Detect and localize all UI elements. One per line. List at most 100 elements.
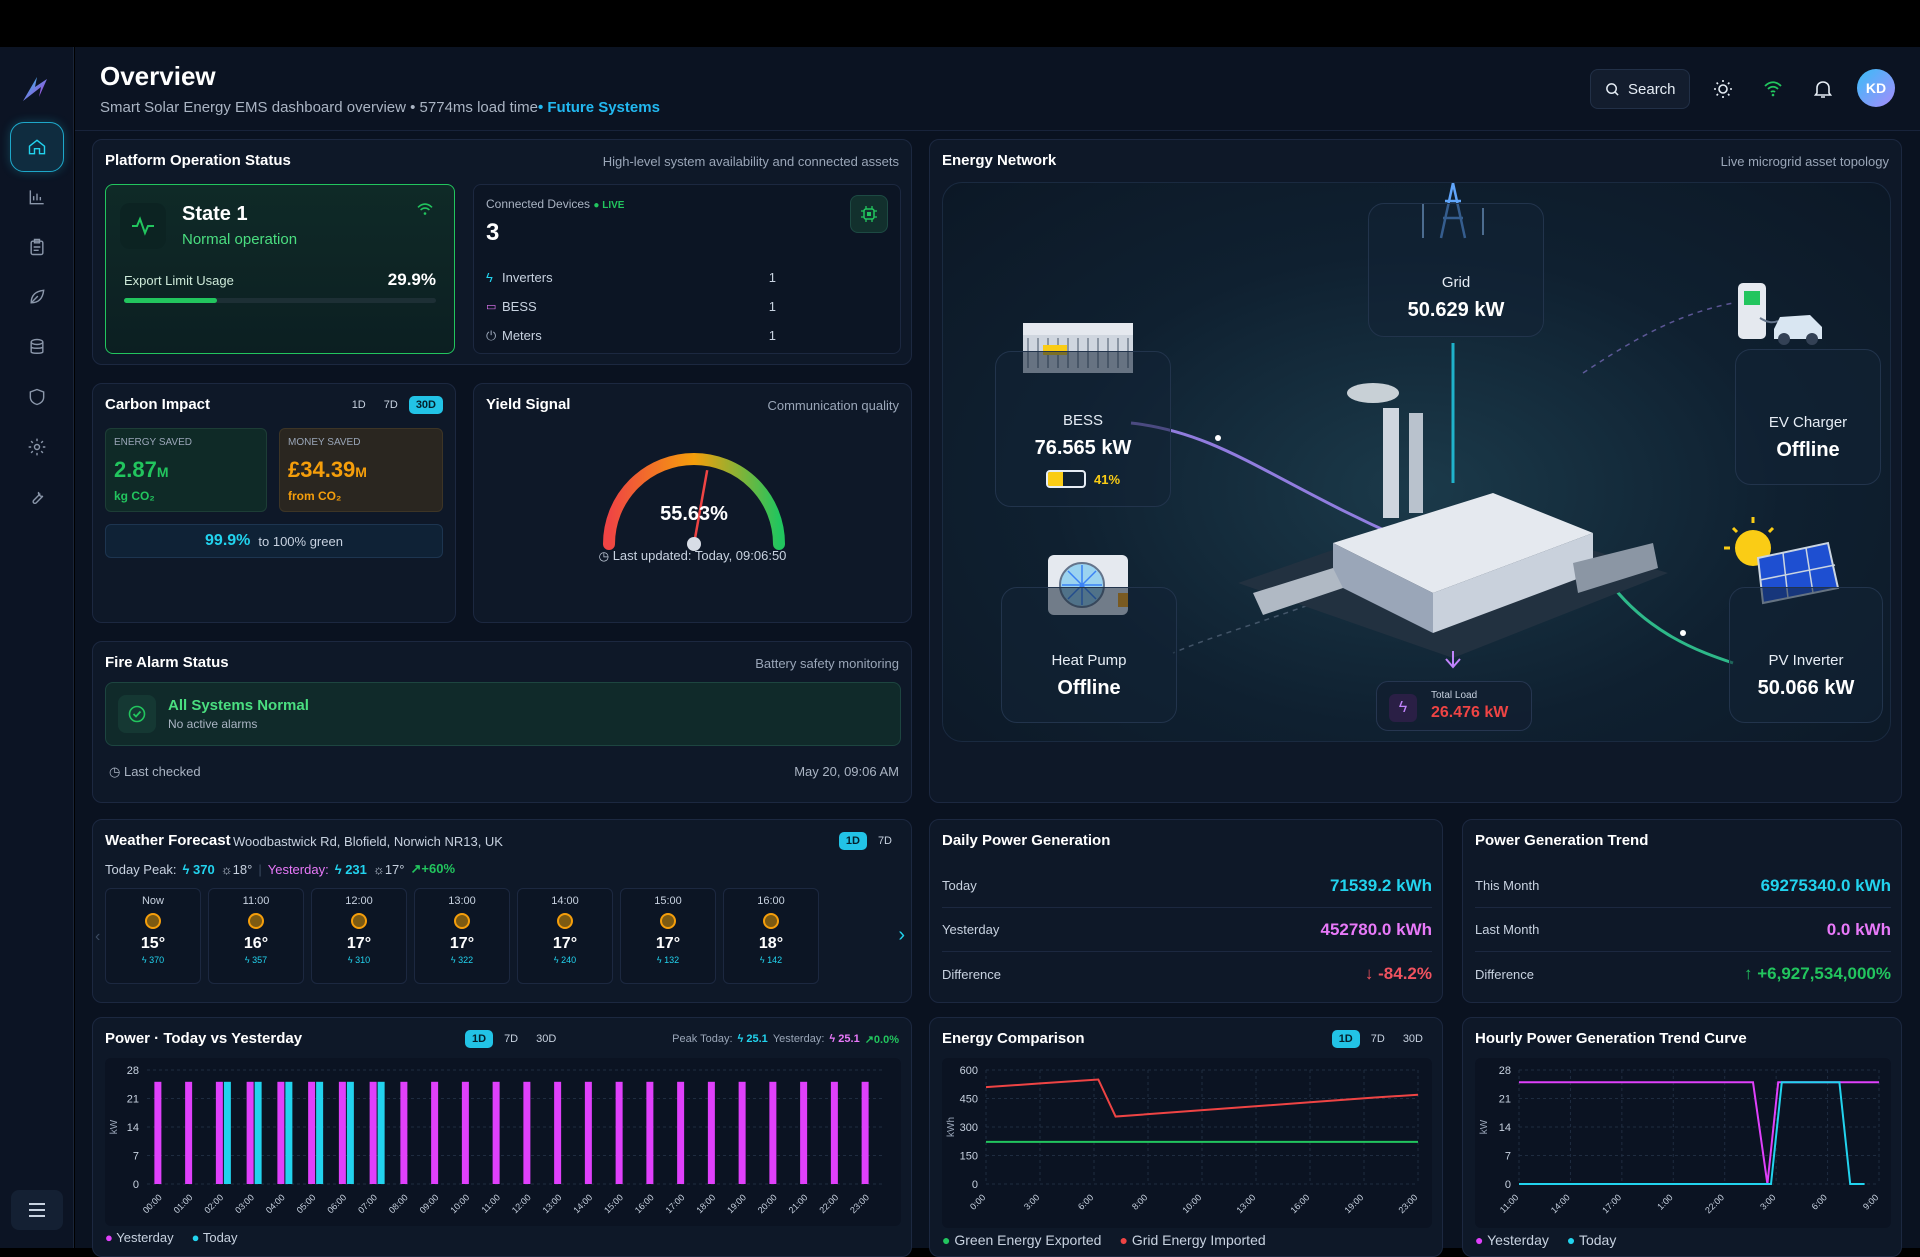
nav-security[interactable] [10, 372, 64, 422]
legend-today[interactable]: ● Today [1566, 1232, 1617, 1248]
forecast-hour[interactable]: 12:00 17° ϟ 310 [311, 888, 407, 984]
ev-name: EV Charger [1768, 414, 1848, 431]
y-tick-label: 150 [960, 1151, 978, 1163]
y-axis-label: kWh [946, 1117, 957, 1137]
energy-comparison-card: Energy Comparison 1D 7D 30D 0 150 300 450 60… [929, 1017, 1443, 1257]
tab-7d[interactable]: 7D [877, 835, 892, 847]
y-tick-label: 300 [960, 1122, 978, 1134]
bar-yesterday [215, 1081, 223, 1184]
energy-value: 2.87 [114, 457, 157, 482]
heat-pump-node[interactable]: Heat Pump Offline [1001, 587, 1177, 723]
bar-today [254, 1081, 262, 1184]
load-value: 26.476 kW [1431, 704, 1509, 721]
app-logo[interactable] [17, 69, 57, 109]
forecast-hour[interactable]: 11:00 16° ϟ 357 [208, 888, 304, 984]
next-arrow[interactable]: › [898, 924, 905, 946]
money-saved-label: MONEY SAVED [288, 437, 361, 448]
notifications-button[interactable] [1805, 71, 1841, 107]
yield-signal-card: Yield Signal Communication quality 55.63… [473, 383, 912, 623]
sun-icon [1714, 80, 1732, 98]
grid-node[interactable]: Grid 50.629 kW [1368, 203, 1544, 337]
connection-status[interactable] [1755, 71, 1791, 107]
forecast-power: ϟ 142 [759, 955, 783, 965]
pv-value: 50.066 kW [1757, 677, 1855, 699]
fire-alarm-card: Fire Alarm Status Battery safety monitor… [92, 641, 912, 803]
forecast-temp: 15° [140, 935, 166, 952]
nav-analytics[interactable] [10, 172, 64, 222]
forecast-temp: 17° [552, 935, 578, 952]
sun-icon [557, 913, 573, 929]
shield-icon [29, 388, 45, 406]
forecast-power-value: 240 [561, 955, 577, 965]
bess-soc-value: 41% [1093, 471, 1121, 487]
subtitle-text: Smart Solar Energy EMS dashboard overvie… [100, 99, 538, 116]
stat-row: Difference ↓ -84.2% [942, 952, 1432, 996]
prev-arrow[interactable]: ‹ [95, 928, 101, 945]
heat-value: Offline [1057, 677, 1121, 699]
peak-yesterday: ϟ 25.1 [829, 1033, 860, 1045]
total-load-node[interactable]: ϟ Total Load 26.476 kW [1376, 681, 1532, 731]
pv-inverter-node[interactable]: PV Inverter 50.066 kW [1729, 587, 1883, 723]
yesterday-temp-value: 17° [384, 861, 405, 877]
bar-yesterday [246, 1081, 254, 1184]
legend-today[interactable]: ● Today [191, 1230, 238, 1245]
avatar[interactable]: KD [1857, 69, 1895, 107]
page-header: Overview Smart Solar Energy EMS dashboar… [75, 47, 1920, 131]
nav-carbon[interactable] [10, 272, 64, 322]
y-tick-label: 21 [1499, 1094, 1511, 1106]
nav-home[interactable] [10, 122, 64, 172]
forecast-time: 12:00 [345, 895, 373, 907]
heat-name: Heat Pump [1051, 652, 1127, 669]
device-count: 1 [768, 328, 776, 343]
legend-grid-imported[interactable]: ● Grid Energy Imported [1119, 1232, 1266, 1248]
tab-30d[interactable]: 30D [408, 396, 443, 414]
forecast-hour[interactable]: Now 15° ϟ 370 [105, 888, 201, 984]
y-tick-label: 21 [127, 1094, 139, 1106]
gauge-value: 55.63% [660, 503, 728, 525]
nav-settings[interactable] [10, 422, 64, 472]
main-content: Overview Smart Solar Energy EMS dashboar… [75, 47, 1920, 1257]
nav-data[interactable] [10, 322, 64, 372]
trend-stats: This Month 69275340.0 kWh Last Month 0.0 … [1475, 864, 1891, 996]
tab-7d[interactable]: 7D [1370, 1033, 1385, 1045]
forecast-hour[interactable]: 14:00 17° ϟ 240 [517, 888, 613, 984]
stat-value: ↓ -84.2% [1364, 964, 1432, 983]
gear-icon [28, 438, 46, 456]
forecast-hour[interactable]: 13:00 17° ϟ 322 [414, 888, 510, 984]
peak-today-value: 25.1 [746, 1033, 768, 1045]
energy-range-tabs: 1D 7D 30D [1331, 1030, 1430, 1048]
bar-yesterday [492, 1081, 500, 1184]
stat-row: Today 71539.2 kWh [942, 864, 1432, 908]
search-button[interactable]: Search [1590, 69, 1690, 109]
forecast-power: ϟ 132 [656, 955, 680, 965]
chip-icon[interactable] [850, 195, 888, 233]
y-tick-label: 28 [127, 1065, 139, 1077]
forecast-power-value: 322 [458, 955, 474, 965]
subtitle-accent[interactable]: • Future Systems [537, 99, 660, 116]
forecast-hour[interactable]: 16:00 18° ϟ 142 [723, 888, 819, 984]
forecast-hour[interactable]: 15:00 17° ϟ 132 [620, 888, 716, 984]
nav-reports[interactable] [10, 222, 64, 272]
tab-30d[interactable]: 30D [536, 1033, 557, 1045]
legend-yesterday[interactable]: ● Yesterday [1475, 1232, 1549, 1248]
tab-1d[interactable]: 1D [351, 399, 366, 411]
database-icon [30, 338, 44, 354]
nav-tools[interactable] [10, 472, 64, 522]
legend-green-exported[interactable]: ● Green Energy Exported [942, 1232, 1102, 1248]
tab-1d[interactable]: 1D [838, 832, 867, 850]
legend-yesterday[interactable]: ● Yesterday [105, 1230, 174, 1245]
ev-charger-node[interactable]: EV Charger Offline [1735, 349, 1881, 485]
clock-icon: ◷ [598, 549, 610, 563]
tab-7d[interactable]: 7D [504, 1033, 519, 1045]
stat-row: Difference ↑ +6,927,534,000% [1475, 952, 1891, 996]
tab-30d[interactable]: 30D [1402, 1033, 1423, 1045]
tab-1d[interactable]: 1D [465, 1030, 494, 1048]
menu-button[interactable] [11, 1190, 63, 1230]
tab-1d[interactable]: 1D [1331, 1030, 1360, 1048]
bess-node[interactable]: BESS 76.565 kW 41% [995, 351, 1171, 507]
theme-toggle[interactable] [1705, 71, 1741, 107]
search-icon [1606, 82, 1619, 96]
green-label: to 100% green [258, 533, 343, 549]
tab-7d[interactable]: 7D [383, 399, 398, 411]
